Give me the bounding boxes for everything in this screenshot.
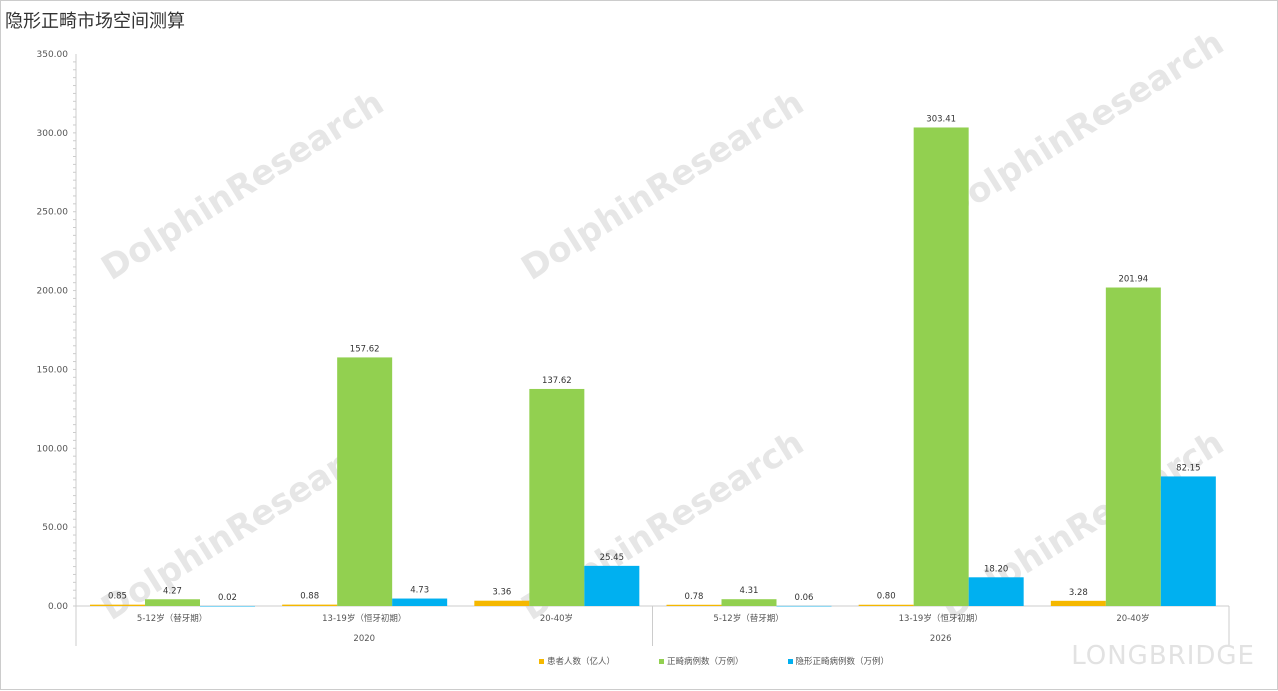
data-label: 0.88 [300,592,319,602]
category-label: 13-19岁（恒牙初期） [899,613,983,624]
watermark-text: DolphinResearch [95,83,391,289]
data-label: 82.15 [1176,463,1200,473]
bar [858,604,914,606]
data-label: 201.94 [1118,275,1148,285]
data-label: 3.28 [1069,588,1088,598]
data-label: 0.85 [108,592,127,602]
data-label: 0.06 [795,593,814,603]
bar [474,600,530,606]
y-tick-label: 150.00 [37,365,69,375]
legend-swatch [658,658,664,664]
legend: 患者人数（亿人） 正畸病例数（万例） 隐形正畸病例数（万例） [1,655,1277,667]
bar [337,357,393,606]
category-label: 20-40岁 [1116,613,1149,624]
data-label: 18.20 [984,564,1008,574]
category-label: 5-12岁（替牙期） [137,613,207,624]
bar [968,577,1024,606]
data-label: 137.62 [542,376,572,386]
bar [1160,476,1216,606]
watermark-text: DolphinResearch [515,83,811,289]
y-tick-label: 350.00 [37,50,69,60]
bar [282,604,338,606]
data-label: 157.62 [350,344,380,354]
legend-item[interactable]: 隐形正畸病例数（万例） [787,655,890,667]
bar [776,605,832,607]
bar [392,598,448,606]
legend-label: 患者人数（亿人） [546,657,615,667]
y-tick-label: 200.00 [37,287,69,297]
bar [1050,600,1106,606]
group-label: 2026 [930,634,952,644]
bar [913,127,969,606]
category-label: 13-19岁（恒牙初期） [322,613,406,624]
data-label: 0.78 [685,592,704,602]
legend-swatch [787,658,793,664]
data-label: 4.73 [410,586,429,596]
watermark-text: DolphinResearch [935,23,1231,229]
bar [666,604,722,606]
bar [200,605,255,607]
data-label: 303.41 [926,114,956,124]
y-tick-label: 300.00 [37,129,69,139]
chart-title: 隐形正畸市场空间测算 [5,11,185,32]
data-label: 25.45 [600,553,624,563]
legend-item[interactable]: 正畸病例数（万例） [658,655,744,667]
legend-item[interactable]: 患者人数（亿人） [538,655,615,667]
bar [90,604,145,606]
group-label: 2020 [353,634,375,644]
legend-swatch [538,658,544,664]
legend-label: 正畸病例数（万例） [666,657,744,667]
data-label: 0.80 [877,592,896,602]
y-tick-label: 0.00 [48,602,68,612]
y-tick-label: 100.00 [37,444,69,454]
legend-label: 隐形正畸病例数（万例） [795,657,890,667]
bar [584,565,640,606]
category-label: 20-40岁 [540,613,573,624]
bar [721,599,777,606]
category-label: 5-12岁（替牙期） [713,613,783,624]
data-label: 4.31 [740,586,759,596]
bar [145,599,200,606]
data-label: 0.02 [218,593,237,603]
bar [529,388,585,606]
data-label: 3.36 [492,588,511,598]
bar [1105,287,1161,606]
y-tick-label: 250.00 [37,208,69,218]
data-label: 4.27 [163,586,182,596]
brand-watermark: LONGBRIDGE [1071,641,1255,671]
y-tick-label: 50.00 [42,523,68,533]
